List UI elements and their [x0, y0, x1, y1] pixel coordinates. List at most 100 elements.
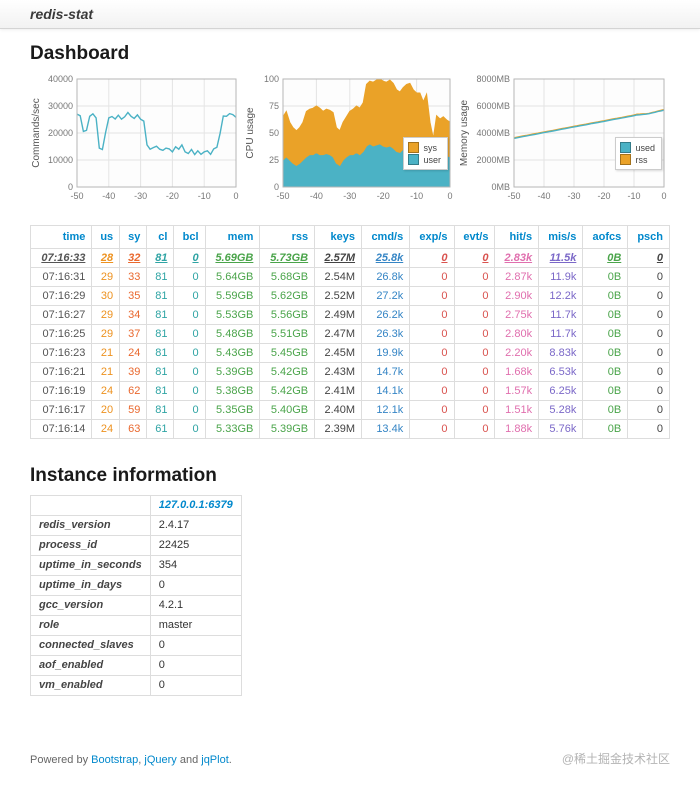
stat-cell-mis-s: 11.7k	[538, 305, 584, 325]
column-header-time[interactable]: time	[29, 225, 93, 249]
column-header-psch[interactable]: psch	[627, 225, 670, 249]
svg-text:-20: -20	[597, 191, 610, 201]
column-header-mis-s[interactable]: mis/s	[538, 225, 584, 249]
jqplot-link[interactable]: jqPlot	[201, 754, 229, 766]
column-header-cl[interactable]: cl	[146, 225, 175, 249]
stat-cell-cmd-s: 25.8k	[361, 248, 411, 268]
column-header-aofcs[interactable]: aofcs	[582, 225, 629, 249]
stat-cell-hit-s: 2.87k	[494, 267, 540, 287]
stat-cell-psch: 0	[627, 286, 670, 306]
column-header-evt-s[interactable]: evt/s	[453, 225, 496, 249]
svg-text:40000: 40000	[48, 74, 73, 84]
stat-cell-hit-s: 2.83k	[494, 248, 540, 268]
stat-cell-bcl: 0	[173, 324, 206, 344]
stat-cell-aofcs: 0B	[582, 419, 629, 439]
instance-field-value: 0	[149, 575, 242, 596]
jquery-link[interactable]: jQuery	[144, 754, 177, 766]
stat-cell-keys: 2.54M	[314, 267, 363, 287]
separator-text: ,	[138, 754, 145, 766]
bootstrap-link[interactable]: Bootstrap	[91, 754, 139, 766]
stat-cell-mem: 5.35GB	[204, 400, 261, 420]
stat-cell-mem: 5.69GB	[204, 248, 261, 268]
stat-cell-psch: 0	[627, 362, 670, 382]
legend-label: sys	[423, 142, 437, 153]
stat-cell-hit-s: 2.80k	[494, 324, 540, 344]
stat-cell-mis-s: 5.76k	[538, 419, 584, 439]
stat-cell-bcl: 0	[173, 381, 206, 401]
stat-cell-keys: 2.40M	[314, 400, 363, 420]
chart-commands-per-sec: 0 10000 20000 30000 40000 -50 -40 -30 -20 -10 0 Com…	[30, 73, 242, 209]
navbar: redis-stat	[0, 0, 700, 29]
column-header-keys[interactable]: keys	[314, 225, 363, 249]
stat-cell-time: 07:16:19	[29, 381, 93, 401]
stat-cell-cl: 81	[146, 324, 175, 344]
stat-cell-rss: 5.62GB	[259, 286, 316, 306]
column-header-sy[interactable]: sy	[119, 225, 148, 249]
svg-text:0MB: 0MB	[491, 182, 510, 192]
legend-entry-used[interactable]: used	[620, 142, 655, 153]
instance-field-label: aof_enabled	[30, 655, 151, 676]
stats-row: 07:16:29 30 35 81 0 5.59GB 5.62GB 2.52M 27.2k 0 0 2…	[29, 286, 670, 306]
svg-text:75: 75	[269, 101, 279, 111]
stat-cell-cmd-s: 26.2k	[361, 305, 411, 325]
stat-cell-keys: 2.45M	[314, 343, 363, 363]
instance-field-label: vm_enabled	[30, 675, 151, 696]
stat-cell-sy: 32	[119, 248, 148, 268]
stat-cell-hit-s: 2.20k	[494, 343, 540, 363]
instance-field-value: 22425	[149, 535, 242, 556]
instance-field-value: 0	[149, 635, 242, 656]
svg-text:2000MB: 2000MB	[476, 155, 510, 165]
chart-cpu-usage: 0 25 50 75 100 -50 -40 -30 -20 -10 0 CPU usage sys us…	[244, 73, 456, 209]
column-header-rss[interactable]: rss	[259, 225, 316, 249]
stat-cell-rss: 5.51GB	[259, 324, 316, 344]
column-header-mem[interactable]: mem	[204, 225, 261, 249]
svg-text:CPU usage: CPU usage	[245, 107, 256, 159]
stats-row: 07:16:19 24 62 81 0 5.38GB 5.42GB 2.41M 14.1k 0 0 1…	[29, 381, 670, 401]
svg-text:4000MB: 4000MB	[476, 128, 510, 138]
stat-cell-evt-s: 0	[453, 419, 496, 439]
stat-cell-rss: 5.39GB	[259, 419, 316, 439]
stat-cell-us: 21	[91, 362, 121, 382]
svg-text:-10: -10	[198, 191, 211, 201]
stats-row: 07:16:33 28 32 81 0 5.69GB 5.73GB 2.57M 25.8k 0 0 2…	[29, 248, 670, 268]
legend-entry-sys[interactable]: sys	[408, 142, 441, 153]
stat-cell-time: 07:16:17	[29, 400, 93, 420]
column-header-bcl[interactable]: bcl	[173, 225, 206, 249]
stat-cell-sy: 37	[119, 324, 148, 344]
stats-row: 07:16:25 29 37 81 0 5.48GB 5.51GB 2.47M 26.3k 0 0 2…	[29, 324, 670, 344]
stat-cell-cl: 81	[146, 286, 175, 306]
stat-cell-mis-s: 6.53k	[538, 362, 584, 382]
legend-entry-user[interactable]: user	[408, 154, 441, 165]
stat-cell-mem: 5.64GB	[204, 267, 261, 287]
svg-text:0: 0	[661, 191, 666, 201]
column-header-cmd-s[interactable]: cmd/s	[361, 225, 411, 249]
column-header-exp-s[interactable]: exp/s	[409, 225, 455, 249]
instance-field-label: redis_version	[30, 515, 151, 536]
svg-text:0: 0	[233, 191, 238, 201]
stat-cell-time: 07:16:25	[29, 324, 93, 344]
stats-table: time us sy cl bcl mem rss keys cmd/s exp/s evt/s hi…	[29, 225, 670, 439]
column-header-hit-s[interactable]: hit/s	[494, 225, 540, 249]
stat-cell-sy: 63	[119, 419, 148, 439]
instance-field-value: 4.2.1	[149, 595, 242, 616]
legend-entry-rss[interactable]: rss	[620, 154, 655, 165]
column-header-us[interactable]: us	[91, 225, 121, 249]
instance-host-link[interactable]: 127.0.0.1:6379	[149, 495, 242, 516]
svg-text:-10: -10	[410, 191, 423, 201]
stat-cell-bcl: 0	[173, 362, 206, 382]
stat-cell-aofcs: 0B	[582, 267, 629, 287]
stat-cell-sy: 62	[119, 381, 148, 401]
brand-link[interactable]: redis-stat	[30, 6, 94, 22]
stat-cell-mem: 5.43GB	[204, 343, 261, 363]
stat-cell-evt-s: 0	[453, 400, 496, 420]
stat-cell-cmd-s: 26.8k	[361, 267, 411, 287]
stat-cell-exp-s: 0	[409, 324, 455, 344]
stat-cell-aofcs: 0B	[582, 305, 629, 325]
stat-cell-bcl: 0	[173, 343, 206, 363]
legend-swatch-icon	[408, 142, 420, 153]
stat-cell-cl: 81	[146, 381, 175, 401]
stat-cell-bcl: 0	[173, 305, 206, 325]
svg-text:-40: -40	[102, 191, 115, 201]
svg-text:25: 25	[269, 155, 279, 165]
stat-cell-time: 07:16:21	[29, 362, 93, 382]
